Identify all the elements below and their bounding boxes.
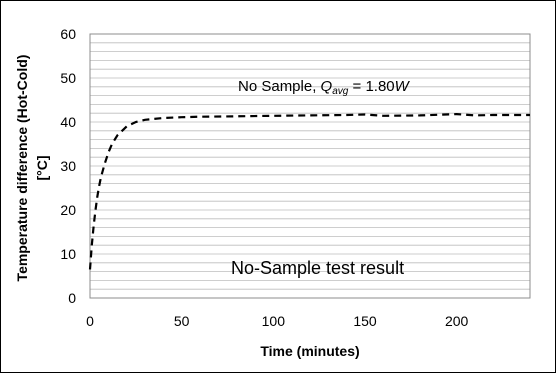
gridlines [90, 42, 530, 290]
plot-area [89, 33, 531, 299]
y-tick-label: 0 [68, 290, 76, 306]
y-tick-label: 30 [60, 158, 76, 174]
y-tick-label: 50 [60, 70, 76, 86]
legend-unit: W [395, 78, 411, 95]
caption-text: No-Sample test result [231, 258, 404, 278]
y-tick-label: 40 [60, 114, 76, 130]
y-axis-title-line1: Temperature difference (Hot-Cold) [14, 55, 30, 282]
x-tick-label: 150 [353, 313, 377, 329]
y-axis-title-line2: [°C] [34, 155, 50, 180]
x-tick-label: 0 [86, 313, 94, 329]
legend-q-subscript: avg [332, 86, 349, 97]
x-tick-label: 200 [445, 313, 469, 329]
legend-prefix: No Sample, [238, 78, 321, 95]
x-tick-label: 100 [262, 313, 286, 329]
x-axis-title: Time (minutes) [260, 343, 359, 359]
x-tick-label: 50 [174, 313, 190, 329]
legend-annotation: No Sample, Qavg = 1.80W [238, 78, 411, 97]
y-tick-label: 60 [60, 26, 76, 42]
y-tick-label: 20 [60, 202, 76, 218]
legend-q: Q [321, 78, 333, 95]
series-line-no-sample [88, 112, 530, 270]
tick-labels: 0 10 20 30 40 50 60 0 50 100 150 200 [60, 26, 468, 329]
y-tick-label: 10 [60, 246, 76, 262]
legend-equals-value: = 1.80 [348, 78, 394, 95]
